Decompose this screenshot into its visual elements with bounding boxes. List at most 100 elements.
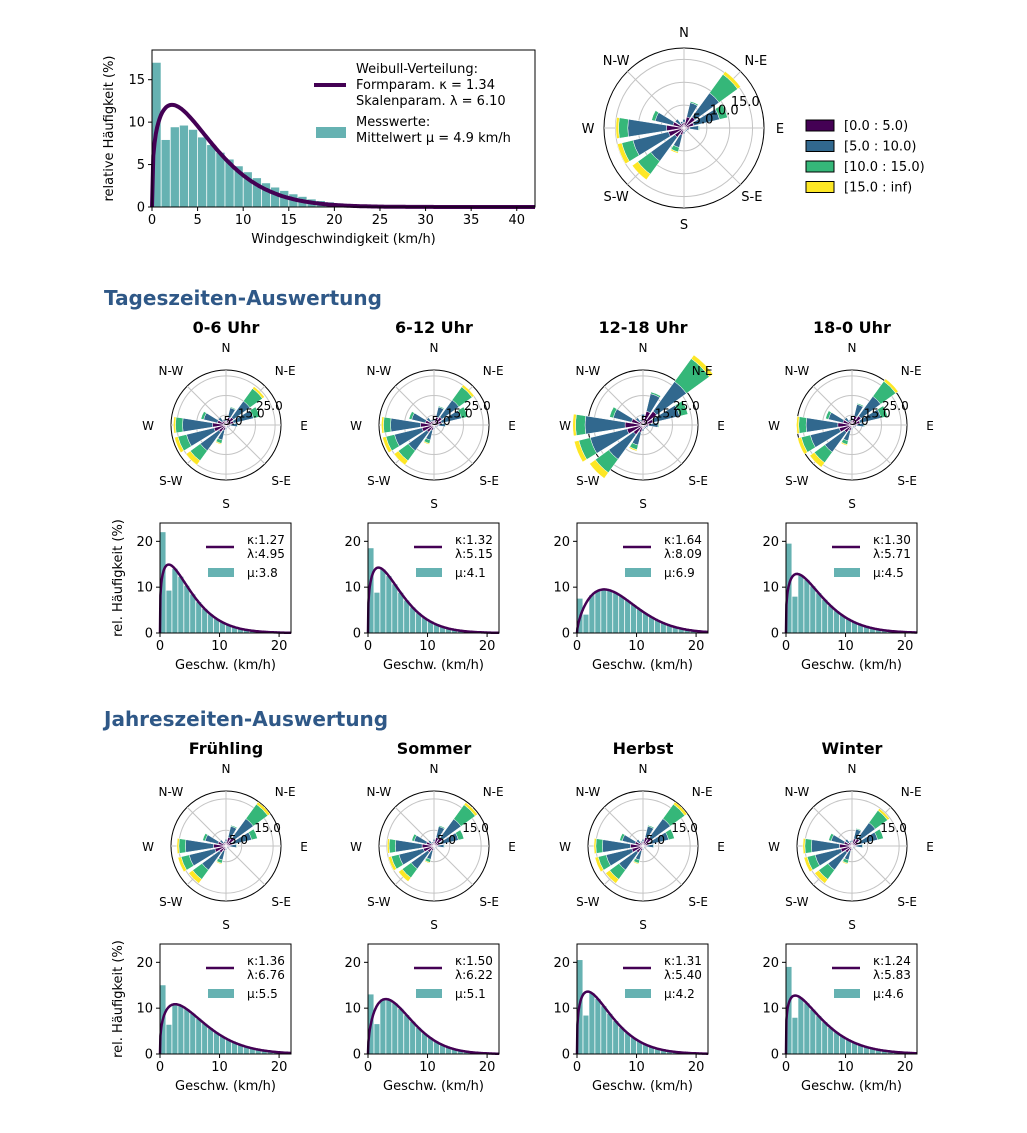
rose-wedge bbox=[665, 828, 675, 841]
rose-wedge bbox=[682, 119, 686, 123]
legend-lambda: λ:5.83 bbox=[873, 968, 911, 982]
rose-radial-tick-label: 5.0 bbox=[229, 833, 248, 847]
x-tick-label: 0 bbox=[156, 1060, 164, 1075]
rose-wedge bbox=[408, 411, 415, 420]
rose-wedge bbox=[802, 838, 806, 854]
legend-mu: μ:4.5 bbox=[873, 566, 904, 580]
histogram-bar bbox=[625, 600, 631, 633]
rose-wedge bbox=[593, 838, 597, 854]
x-tick-label: 20 bbox=[326, 213, 343, 228]
histogram-bar bbox=[810, 1009, 816, 1054]
rose-wedge bbox=[426, 417, 432, 423]
rose-wedge bbox=[830, 834, 846, 845]
histogram-bar bbox=[439, 626, 446, 633]
weibull-curve bbox=[575, 588, 708, 634]
histogram-bar bbox=[648, 617, 655, 633]
rose-wedge bbox=[224, 418, 228, 422]
rose-wedge bbox=[224, 838, 228, 843]
histogram-bar bbox=[237, 628, 243, 633]
legend-weibull-text: Weibull-Verteilung: bbox=[356, 62, 478, 77]
compass-label-n-w: N-W bbox=[785, 785, 810, 799]
rose-wedge bbox=[674, 400, 689, 417]
compass-label-w: W bbox=[559, 419, 571, 433]
histogram-bar bbox=[166, 1024, 172, 1054]
compass-label-s-e: S-E bbox=[897, 474, 917, 488]
histogram-bar bbox=[439, 1044, 446, 1054]
histogram-bar bbox=[252, 178, 262, 207]
rose-wedge bbox=[227, 425, 231, 428]
speed-bin-swatch bbox=[805, 160, 835, 173]
rose-wedge bbox=[174, 436, 185, 454]
rose-radial-tick-label: 5.0 bbox=[432, 414, 451, 428]
histogram-bar bbox=[184, 1009, 190, 1054]
compass-label-w: W bbox=[142, 840, 154, 854]
histogram-bar bbox=[619, 596, 625, 633]
histogram-bar bbox=[810, 586, 816, 633]
rose-wedge bbox=[684, 129, 687, 133]
histogram-bar bbox=[666, 1051, 672, 1054]
panel-title: Sommer bbox=[397, 739, 472, 758]
compass-label-n-w: N-W bbox=[159, 364, 184, 378]
compass-label-s-e: S-E bbox=[271, 895, 291, 909]
compass-label-w: W bbox=[350, 840, 362, 854]
rose-wedge bbox=[188, 869, 203, 884]
legend-histogram-swatch bbox=[834, 568, 860, 577]
rose-wedge bbox=[644, 846, 647, 849]
histogram-bar bbox=[243, 1046, 249, 1054]
panel-title: Herbst bbox=[613, 739, 674, 758]
rose-wedge bbox=[428, 840, 433, 845]
y-tick-label: 5 bbox=[137, 158, 145, 173]
compass-label-e: E bbox=[926, 419, 934, 433]
histogram-bar bbox=[270, 187, 280, 207]
rose-wedge bbox=[411, 833, 417, 842]
compass-label-s-w: S-W bbox=[785, 474, 808, 488]
y-tick-label: 0 bbox=[137, 201, 145, 216]
histogram-bar bbox=[666, 625, 672, 633]
histogram-bar bbox=[161, 139, 170, 207]
rose-wedge bbox=[844, 417, 850, 423]
x-tick-label: 0 bbox=[573, 1060, 581, 1075]
histogram-bar bbox=[607, 590, 613, 633]
y-tick-label: 0 bbox=[562, 1048, 570, 1063]
rose-wedge bbox=[215, 440, 222, 445]
rose-wedge bbox=[223, 841, 226, 844]
compass-label-s: S bbox=[222, 918, 230, 932]
compass-label-n-e: N-E bbox=[483, 785, 504, 799]
y-tick-label: 20 bbox=[762, 956, 779, 971]
rose-wedge bbox=[236, 422, 239, 428]
histogram-bar bbox=[636, 609, 643, 633]
histogram-bar bbox=[404, 1015, 410, 1054]
panel-title: Winter bbox=[822, 739, 883, 758]
compass-label-s: S bbox=[848, 918, 856, 932]
compass-label-n: N bbox=[639, 762, 648, 776]
compass-label-s: S bbox=[848, 497, 856, 511]
panel-season-1: Frühling 5.0 15.0 N N-E E S-E S S-W W N-W 0 10 20 0 10 2… bbox=[111, 739, 308, 1094]
compass-label-e: E bbox=[717, 840, 725, 854]
x-axis-label: Geschw. (km/h) bbox=[175, 658, 276, 673]
y-tick-label: 10 bbox=[762, 1002, 779, 1017]
rose-wedge bbox=[219, 839, 225, 845]
histogram-bar bbox=[421, 617, 428, 633]
histogram-bar bbox=[208, 614, 214, 633]
rose-wedge bbox=[249, 406, 260, 419]
rose-wedge bbox=[654, 112, 675, 126]
histogram-bar bbox=[190, 1013, 196, 1054]
histogram-bar bbox=[845, 619, 852, 633]
histogram-bar bbox=[445, 1047, 451, 1054]
speed-bin-swatch bbox=[805, 140, 835, 152]
y-tick-label: 0 bbox=[145, 1048, 153, 1063]
y-tick-label: 0 bbox=[771, 627, 779, 642]
axes-frame bbox=[367, 522, 500, 634]
histogram-bar bbox=[625, 1033, 631, 1054]
legend-mu: μ:5.1 bbox=[455, 987, 486, 1001]
x-tick-label: 0 bbox=[156, 639, 164, 654]
rose-wedge bbox=[386, 838, 390, 854]
rose-wedge bbox=[635, 417, 641, 423]
axes-frame bbox=[159, 943, 292, 1055]
legend-lambda: λ:8.09 bbox=[664, 547, 702, 561]
rose-radial-tick-label: 15.0 bbox=[446, 407, 473, 421]
rose-wedge bbox=[173, 416, 177, 434]
compass-label-e: E bbox=[926, 840, 934, 854]
histogram-bar bbox=[881, 1050, 887, 1054]
rose-wedge bbox=[647, 824, 655, 830]
